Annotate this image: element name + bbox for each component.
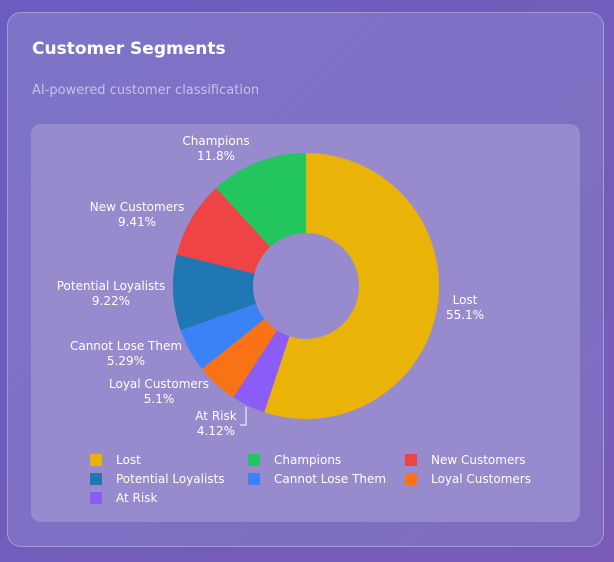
slice-at-risk[interactable] xyxy=(233,330,290,413)
slice-loyal-customers[interactable] xyxy=(201,319,278,398)
slice-cannot-lose-them[interactable] xyxy=(180,303,265,369)
data-label-name: Champions xyxy=(182,134,250,148)
legend-label: At Risk xyxy=(116,491,158,505)
slice-champions[interactable] xyxy=(216,153,306,247)
data-label-value: 55.1% xyxy=(445,308,485,322)
data-label-name: New Customers xyxy=(89,200,185,214)
legend-item-loyal-customers[interactable]: Loyal Customers xyxy=(405,472,531,486)
legend-swatch xyxy=(90,492,102,504)
card-title: Customer Segments xyxy=(32,39,226,59)
data-label-name: Cannot Lose Them xyxy=(69,339,183,353)
legend-item-new-customers[interactable]: New Customers xyxy=(405,453,526,467)
legend-label: New Customers xyxy=(431,453,526,467)
legend-item-lost[interactable]: Lost xyxy=(90,453,141,467)
legend-item-at-risk[interactable]: At Risk xyxy=(90,491,157,505)
data-label-value: 9.41% xyxy=(117,215,157,229)
data-label-name: At Risk xyxy=(195,409,237,423)
legend-label: Champions xyxy=(274,453,342,467)
data-label-value: 11.8% xyxy=(196,149,236,163)
data-label-value: 4.12% xyxy=(196,424,236,438)
data-label-cannot-lose-them: Cannot Lose Them 5.29% xyxy=(70,339,182,369)
legend-swatch xyxy=(90,473,102,485)
legend-swatch xyxy=(248,454,260,466)
legend-swatch xyxy=(90,454,102,466)
legend-swatch xyxy=(248,473,260,485)
legend-label: Cannot Lose Them xyxy=(274,472,387,486)
data-label-potential-loyalists: Potential Loyalists 9.22% xyxy=(57,279,166,309)
legend-label: Potential Loyalists xyxy=(116,472,225,486)
data-label-value: 5.29% xyxy=(106,354,146,368)
legend-swatch xyxy=(405,473,417,485)
slice-new-customers[interactable] xyxy=(176,187,271,274)
at-risk-leader-line xyxy=(240,407,247,426)
data-label-name: Lost xyxy=(452,293,478,307)
data-label-value: 5.1% xyxy=(143,392,175,406)
legend-item-potential-loyalists[interactable]: Potential Loyalists xyxy=(90,472,225,486)
data-label-name: Potential Loyalists xyxy=(56,279,166,293)
legend-swatch xyxy=(405,454,417,466)
data-label-name: Loyal Customers xyxy=(109,377,209,391)
slice-lost[interactable] xyxy=(264,153,439,419)
legend-label: Loyal Customers xyxy=(431,472,531,486)
data-label-at-risk: At Risk 4.12% xyxy=(195,409,236,439)
data-label-loyal-customers: Loyal Customers 5.1% xyxy=(109,377,209,407)
data-label-champions: Champions 11.8% xyxy=(182,134,249,164)
data-label-value: 9.22% xyxy=(91,294,131,308)
card-subtitle: AI-powered customer classification xyxy=(32,83,260,98)
legend-item-champions[interactable]: Champions xyxy=(248,453,341,467)
slice-potential-loyalists[interactable] xyxy=(173,254,257,331)
data-label-lost: Lost 55.1% xyxy=(446,293,484,323)
data-label-new-customers: New Customers 9.41% xyxy=(90,200,185,230)
legend-label: Lost xyxy=(116,453,141,467)
legend-item-cannot-lose-them[interactable]: Cannot Lose Them xyxy=(248,472,386,486)
